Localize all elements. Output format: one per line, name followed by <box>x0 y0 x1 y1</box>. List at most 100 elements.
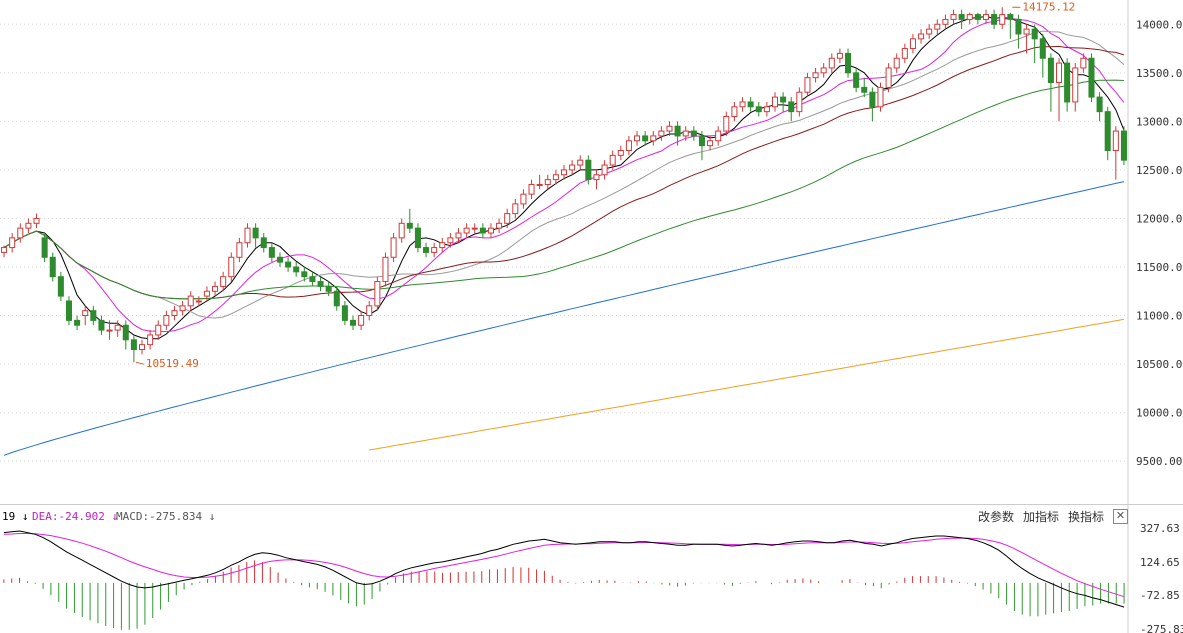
candle <box>431 242 438 258</box>
candle <box>1072 63 1079 112</box>
candle <box>788 97 795 122</box>
candle-body <box>1104 111 1111 151</box>
candle-body <box>317 281 324 287</box>
ma20-line <box>3 30 1125 319</box>
candle <box>755 101 762 117</box>
y-tick-label: 10500.00 <box>1136 358 1183 371</box>
candle-body <box>276 256 283 263</box>
candle-body <box>642 135 649 142</box>
candle-body <box>463 227 470 234</box>
candle <box>812 67 819 83</box>
candle-body <box>114 324 121 331</box>
candle <box>861 77 868 98</box>
indicator-toolbar: 19 ↓ DEA:-24.902 ↓ MACD:-275.834 ↓ 改参数 加… <box>0 507 1183 527</box>
candle <box>74 315 81 331</box>
candle <box>358 310 365 331</box>
candle-body <box>236 242 243 258</box>
candle-body <box>147 334 154 346</box>
candle <box>130 334 137 363</box>
candle <box>569 160 576 175</box>
dif-line <box>3 530 1125 608</box>
candle <box>942 14 949 30</box>
candle-body <box>918 33 925 40</box>
candle-body <box>1047 57 1054 84</box>
candle-body <box>455 232 462 239</box>
candle-body <box>390 237 397 258</box>
candle-body <box>982 14 990 20</box>
candle <box>698 131 705 161</box>
candle <box>520 189 527 209</box>
candle <box>423 242 430 258</box>
candle <box>301 266 308 282</box>
switch-indicator-button[interactable]: 换指标 <box>1068 510 1105 524</box>
candle-body <box>1039 38 1046 59</box>
candle-body <box>406 222 413 229</box>
candle-body <box>974 14 981 20</box>
candle-body <box>634 135 641 142</box>
candle-body <box>122 324 129 341</box>
candle <box>285 257 292 272</box>
candle <box>447 233 454 248</box>
candle <box>763 101 770 117</box>
candle <box>1088 53 1095 102</box>
candle <box>82 305 89 326</box>
candle-body <box>398 222 405 239</box>
candle-body <box>82 310 89 317</box>
candle <box>147 330 154 350</box>
candle-body <box>617 149 624 156</box>
y-tick-label: 12500.00 <box>1136 164 1183 177</box>
close-indicator-button[interactable]: ✕ <box>1113 509 1128 524</box>
candle <box>885 63 892 93</box>
candle <box>869 87 876 122</box>
candle <box>845 48 852 78</box>
candle-body <box>49 256 56 278</box>
candle-body <box>9 237 16 249</box>
candle-body <box>228 256 235 278</box>
candle <box>41 233 48 263</box>
candle <box>25 218 32 234</box>
candle <box>958 9 965 30</box>
candle <box>593 169 600 190</box>
candle-body <box>771 96 779 108</box>
candle <box>366 300 373 321</box>
ma250-line <box>369 318 1124 451</box>
candle <box>333 286 340 311</box>
candle-body <box>999 14 1006 25</box>
candle <box>966 12 973 25</box>
candle <box>309 271 316 287</box>
candle <box>487 223 494 238</box>
candle <box>49 252 56 282</box>
candle-body <box>698 135 705 147</box>
candle <box>439 237 446 253</box>
candle-body <box>252 227 259 239</box>
edit-params-button[interactable]: 改参数 <box>978 510 1015 524</box>
candle <box>836 48 843 64</box>
candle <box>820 63 827 78</box>
dif-legend: 19 ↓ <box>2 510 29 523</box>
add-indicator-button[interactable]: 加指标 <box>1023 510 1060 524</box>
candle-body <box>33 217 40 224</box>
candle <box>195 296 202 306</box>
candle-body <box>447 237 454 244</box>
candle-body <box>155 324 162 336</box>
y-tick-label: 12000.00 <box>1136 212 1183 225</box>
candle-body <box>366 305 373 317</box>
candle <box>317 276 324 292</box>
high-price-label: 14175.12 <box>1022 0 1075 13</box>
candle-body <box>674 125 681 137</box>
candle <box>1064 58 1071 112</box>
y-tick-label: 9500.00 <box>1136 455 1182 468</box>
candle <box>682 126 689 141</box>
candle <box>690 126 697 141</box>
candle <box>1080 53 1087 73</box>
candle <box>57 271 64 301</box>
candle-body <box>593 174 600 181</box>
candle-body <box>301 271 308 278</box>
candle <box>893 53 900 73</box>
candle-body <box>739 101 746 108</box>
candle <box>179 300 186 316</box>
candle <box>1 245 8 258</box>
candle-body <box>901 48 908 59</box>
